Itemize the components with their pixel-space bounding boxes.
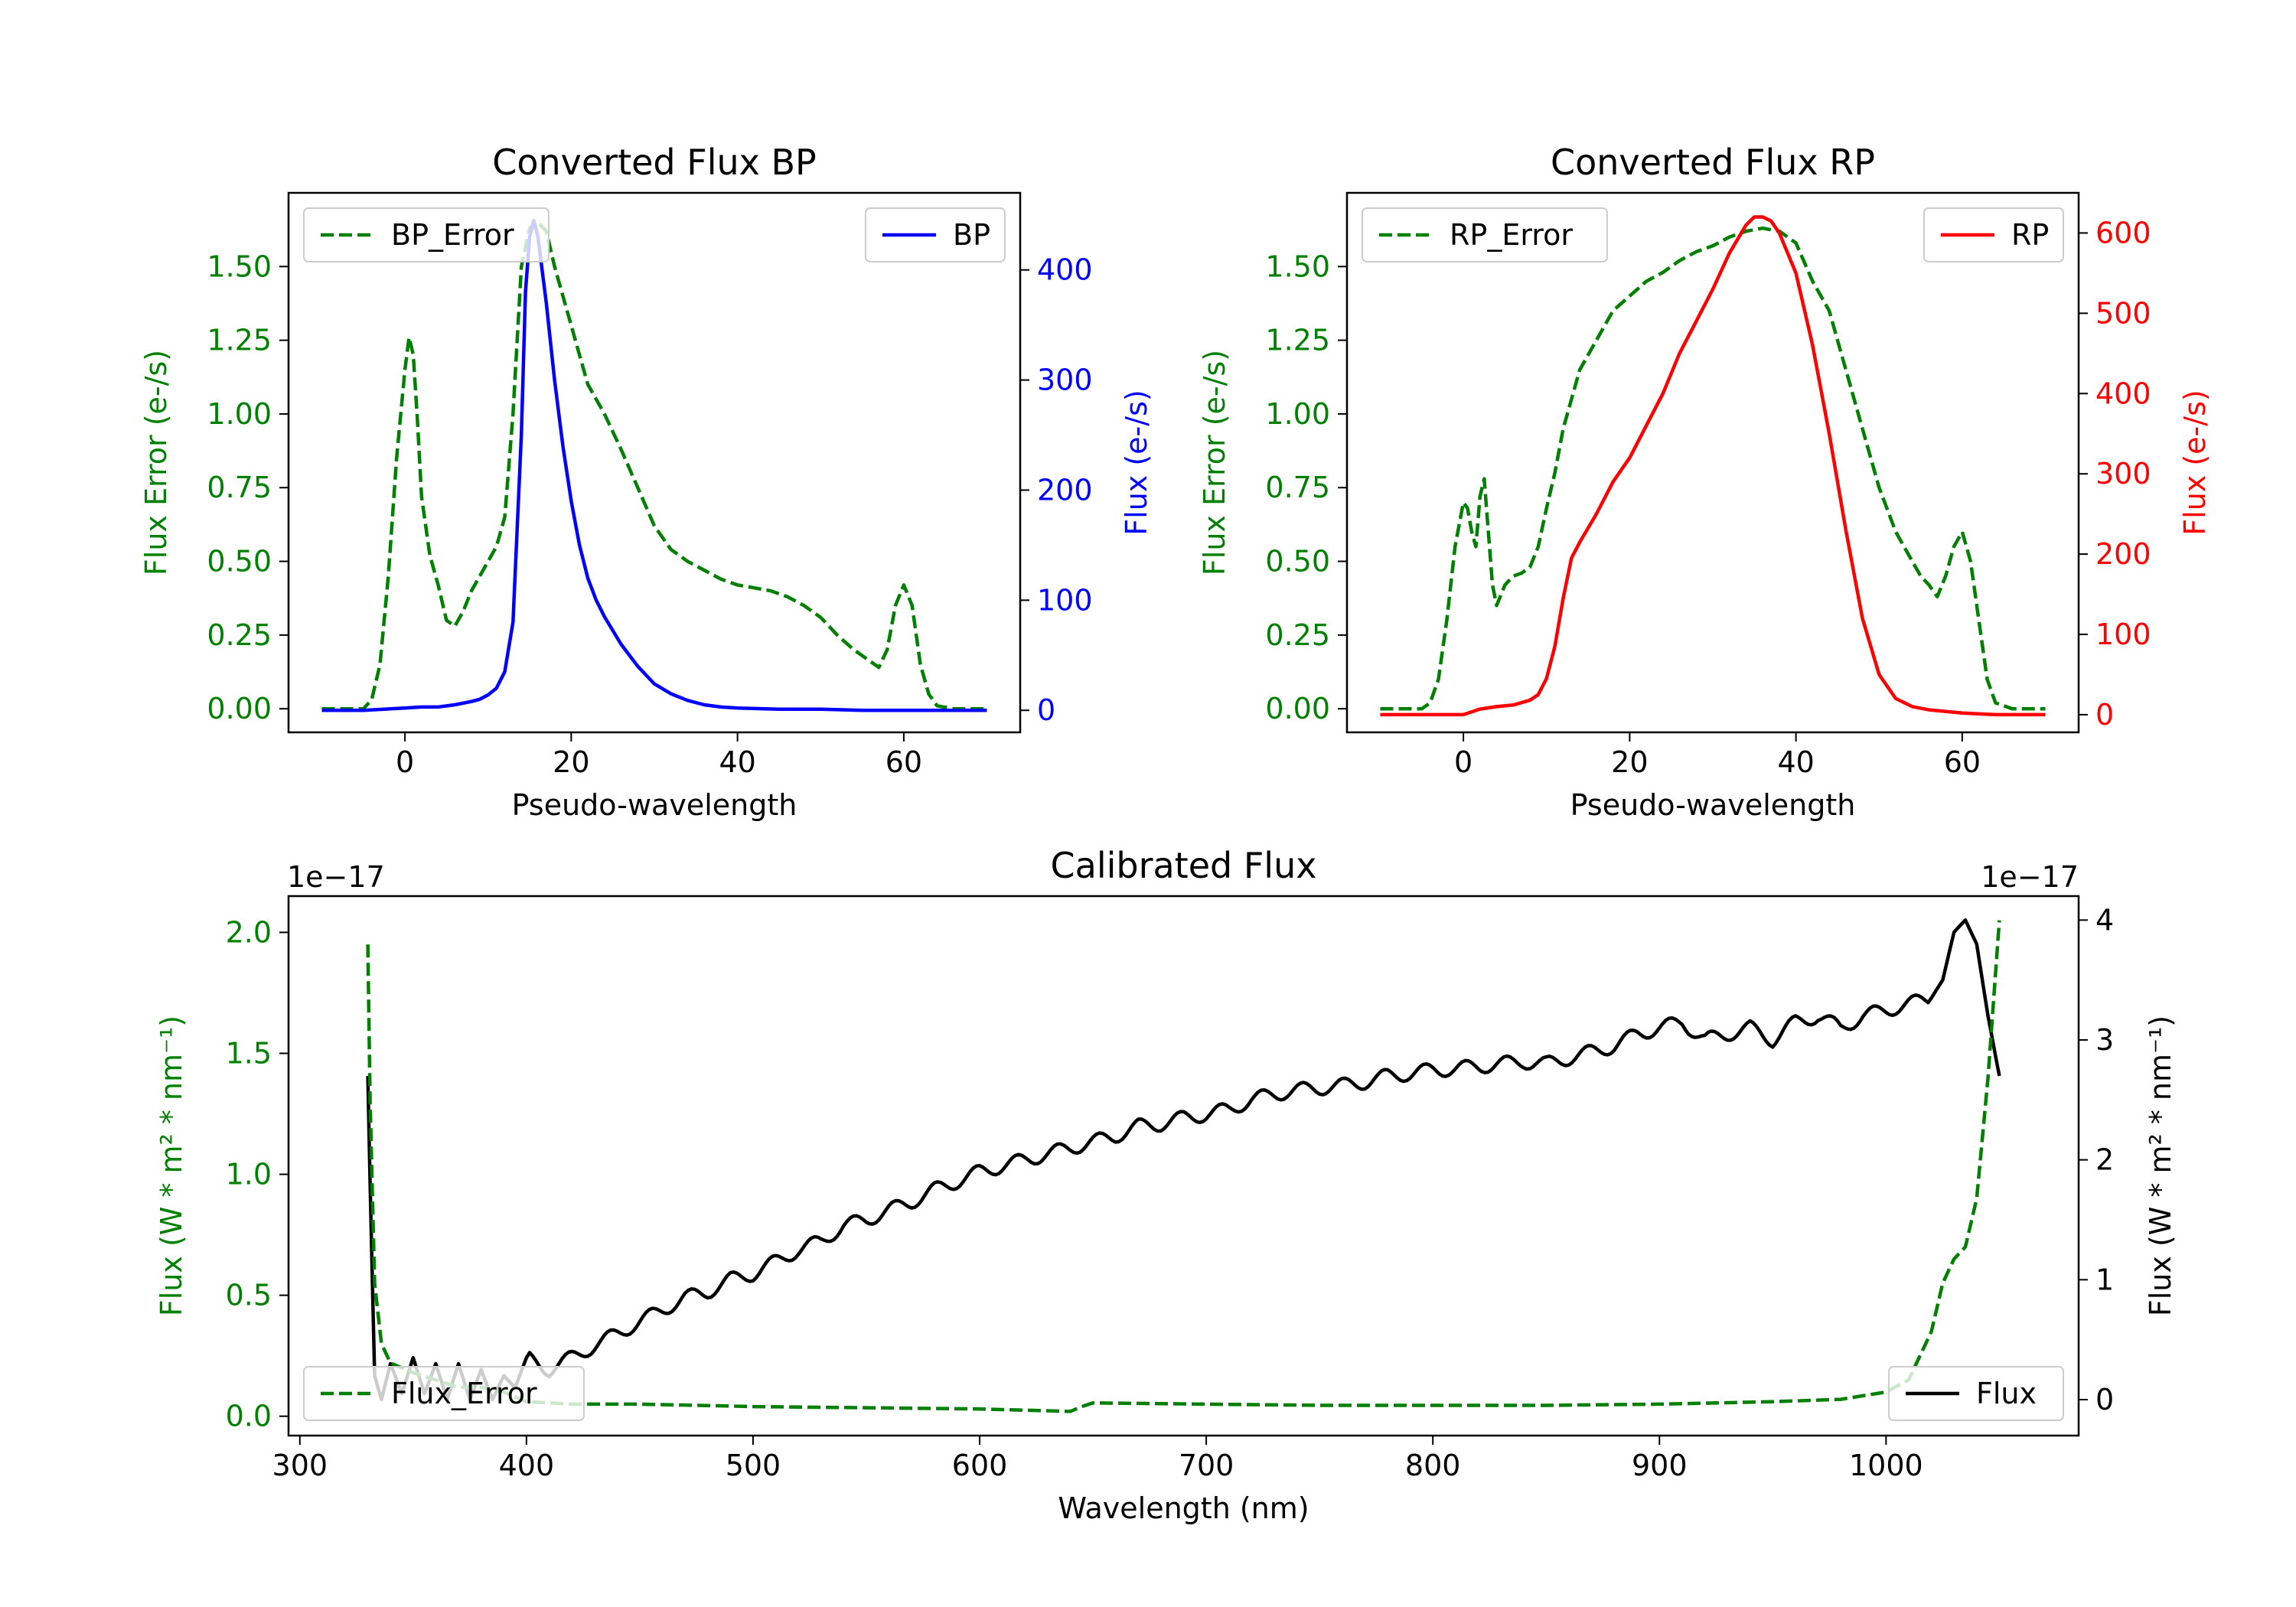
y-right-tick-label: 100 — [2095, 618, 2151, 651]
y-left-tick-label: 1.00 — [1265, 397, 1330, 431]
y-left-tick-label: 1.00 — [207, 397, 272, 431]
plot-frame — [1345, 191, 2080, 734]
chart-title: Calibrated Flux — [1051, 845, 1317, 886]
x-tick-label: 60 — [885, 745, 922, 779]
y-right-tick-label: 200 — [2095, 537, 2151, 571]
y-right-tick-label: 200 — [1037, 473, 1093, 507]
y-right-tick-label: 3 — [2095, 1023, 2114, 1057]
x-tick-label: 300 — [272, 1449, 328, 1482]
series-line-flux — [366, 918, 2001, 1402]
y-right-tick-label: 400 — [2095, 376, 2151, 410]
x-tick-label: 400 — [499, 1449, 555, 1482]
legend-label: Flux — [1976, 1377, 2037, 1410]
y-right-tick-label: 4 — [2095, 903, 2114, 937]
y-right-tick-label: 0 — [2095, 1383, 2114, 1416]
series-line-flux-error — [366, 920, 2001, 1413]
legend-box — [303, 1366, 585, 1421]
chart-title: Converted Flux RP — [1551, 142, 1875, 183]
y-left-tick-label: 1.25 — [207, 324, 272, 357]
x-tick-label: 40 — [1777, 745, 1814, 779]
x-tick-label: 0 — [396, 745, 414, 779]
series-line-rp — [1380, 215, 2046, 717]
x-tick-label: 800 — [1405, 1449, 1461, 1482]
y-left-tick-label: 0.50 — [207, 545, 272, 579]
legend-bp-error: BP_Error — [303, 207, 550, 262]
legend-label: BP — [953, 218, 990, 252]
x-tick-label: 900 — [1632, 1449, 1688, 1482]
x-tick-label: 600 — [952, 1449, 1008, 1482]
y-right-offset-text: 1e−17 — [1981, 860, 2079, 894]
plot-frame — [287, 895, 2080, 1437]
y-right-tick-label: 600 — [2095, 216, 2151, 249]
series-line-rp-error — [1380, 226, 2046, 711]
y-left-tick-label: 1.50 — [207, 249, 272, 283]
y-right-tick-label: 2 — [2095, 1143, 2114, 1177]
y-left-offset-text: 1e−17 — [287, 860, 385, 894]
y-left-tick-label: 1.5 — [226, 1036, 272, 1070]
legend-label: RP_Error — [1450, 218, 1573, 252]
chart-title: Converted Flux BP — [492, 142, 817, 183]
y-right-axis-label: Flux (e-/s) — [2178, 390, 2212, 535]
x-tick-label: 20 — [553, 745, 589, 779]
legend-bp: BP — [865, 207, 1006, 262]
y-right-tick-label: 0 — [1037, 693, 1055, 727]
legend-rp: RP — [1923, 207, 2064, 262]
x-axis-label: Pseudo-wavelength — [512, 788, 797, 822]
y-right-tick-label: 500 — [2095, 296, 2151, 330]
legend-box — [1362, 207, 1608, 262]
y-left-tick-label: 1.0 — [226, 1158, 272, 1191]
legend-label: RP — [2011, 218, 2049, 252]
y-right-axis-label: Flux (e-/s) — [1120, 390, 1153, 535]
y-right-tick-label: 300 — [2095, 457, 2151, 491]
series-line-bp-error — [321, 220, 987, 711]
chart-bp: 0 20 40 60 0.00 0.25 0.50 0.75 1.00 1.25 1.50 0 100 2… — [139, 142, 1153, 822]
y-left-axis-label: Flux Error (e-/s) — [139, 350, 173, 575]
y-left-tick-label: 0.25 — [207, 618, 272, 652]
y-right-tick-label: 0 — [2095, 698, 2114, 732]
x-tick-label: 500 — [726, 1449, 781, 1482]
series-line-bp — [321, 218, 987, 712]
legend-box — [1888, 1366, 2064, 1421]
chart-rp: 0 20 40 60 0.00 0.25 0.50 0.75 1.00 1.25 1.50 0 100 2… — [1198, 142, 2212, 822]
chart-calibrated: 300 400 500 600 700 800 900 1000 0.0 0.5 1.0 1.5 2.0… — [155, 845, 2177, 1525]
y-left-tick-label: 0.75 — [207, 471, 272, 504]
y-left-tick-label: 0.25 — [1265, 618, 1330, 652]
y-right-tick-label: 100 — [1037, 583, 1093, 617]
y-left-axis-label: Flux (W * m² * nm⁻¹) — [155, 1015, 188, 1316]
legend-label: BP_Error — [391, 218, 514, 252]
y-left-tick-label: 2.0 — [226, 915, 272, 949]
y-right-tick-label: 1 — [2095, 1263, 2114, 1296]
y-left-tick-label: 0.5 — [226, 1279, 272, 1312]
x-tick-label: 0 — [1454, 745, 1473, 779]
x-tick-label: 700 — [1179, 1449, 1234, 1482]
y-left-tick-label: 0.0 — [226, 1400, 272, 1433]
legend-flux-error: Flux_Error — [303, 1366, 585, 1421]
y-left-tick-label: 1.25 — [1265, 324, 1330, 357]
legend-label: Flux_Error — [391, 1377, 537, 1410]
y-left-tick-label: 1.50 — [1265, 249, 1330, 283]
y-left-tick-label: 0.00 — [207, 692, 272, 725]
legend-rp-error: RP_Error — [1362, 207, 1608, 262]
y-right-axis-label: Flux (W * m² * nm⁻¹) — [2144, 1015, 2177, 1316]
x-tick-label: 1000 — [1849, 1449, 1923, 1482]
x-axis-label: Wavelength (nm) — [1058, 1491, 1309, 1525]
y-left-tick-label: 0.50 — [1265, 545, 1330, 579]
plot-frame — [287, 191, 1022, 734]
y-left-tick-label: 0.00 — [1265, 692, 1330, 725]
x-tick-label: 60 — [1944, 745, 1981, 779]
y-left-axis-label: Flux Error (e-/s) — [1198, 350, 1231, 575]
y-right-tick-label: 400 — [1037, 253, 1093, 287]
legend-box — [303, 207, 550, 262]
y-right-tick-label: 300 — [1037, 363, 1093, 397]
y-left-tick-label: 0.75 — [1265, 471, 1330, 504]
x-tick-label: 40 — [719, 745, 755, 779]
x-tick-label: 20 — [1611, 745, 1648, 779]
legend-flux: Flux — [1888, 1366, 2064, 1421]
x-axis-label: Pseudo-wavelength — [1570, 788, 1856, 822]
